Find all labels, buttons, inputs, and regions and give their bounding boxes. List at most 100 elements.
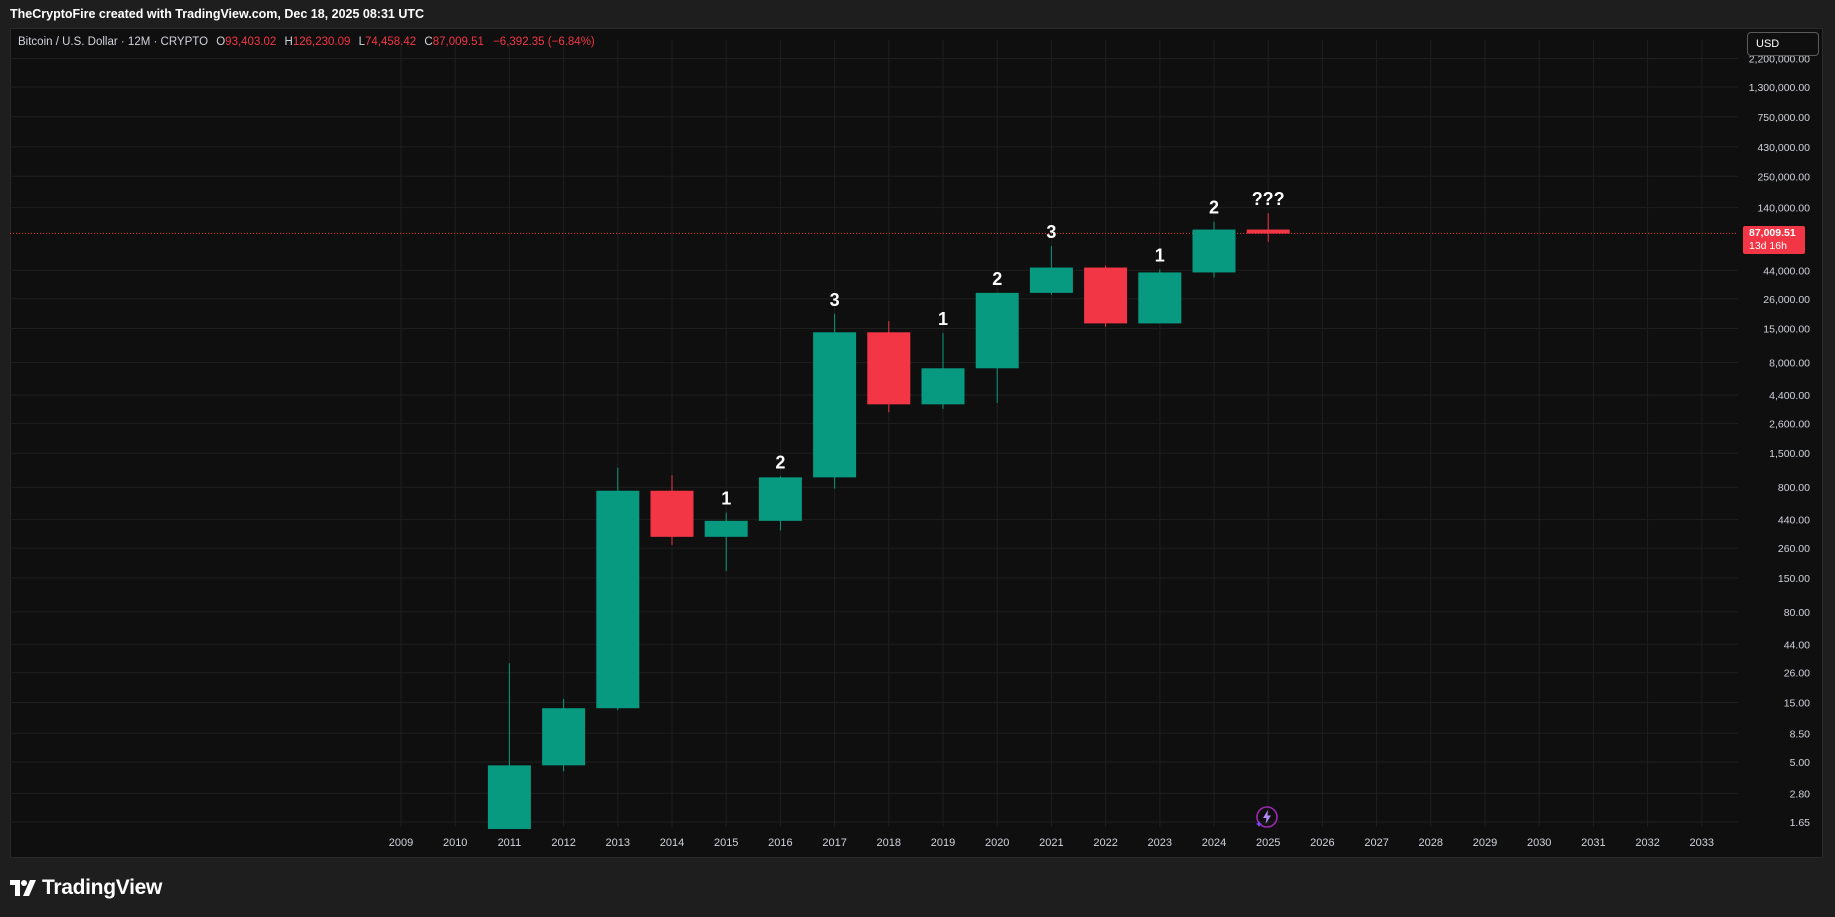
y-tick-label: 430,000.00 [1757,142,1810,154]
candle-body [1029,267,1073,293]
y-tick-label: 15,000.00 [1763,324,1810,336]
candle [758,476,802,531]
candle [921,333,965,409]
close-value: 87,009.51 [432,36,484,48]
y-tick-label: 2,600.00 [1769,418,1810,430]
candle-body [542,708,586,766]
cycle-label: 2 [775,452,785,472]
symbol-title: Bitcoin / U.S. Dollar · 12M · CRYPTO [18,36,209,48]
time-axis: 2009 2010 2011 2012 2013 2014 2015 2016 2017 2018… [389,837,1714,849]
tradingview-logo[interactable]: TradingView [10,876,162,900]
x-tick-label: 2020 [985,837,1009,849]
y-tick-label: 250,000.00 [1757,171,1810,183]
candle-body [596,490,640,709]
candle [867,321,911,413]
y-tick-label: 8,000.00 [1769,358,1810,370]
y-tick-label: 15.00 [1784,698,1810,710]
y-tick-label: 26.00 [1784,668,1810,680]
candle-body [1138,272,1182,324]
cycle-label: 3 [1046,222,1056,242]
change-value: −6,392.35 (−6.84%) [493,36,595,48]
candle-body [975,292,1019,369]
x-tick-label: 2015 [714,837,738,849]
candle [704,512,748,572]
x-tick-label: 2016 [768,837,792,849]
cycle-label: 1 [1155,245,1165,265]
high-value: 126,230.09 [292,36,351,48]
candle-body [1246,229,1290,234]
y-tick-label: 750,000.00 [1757,112,1810,124]
candle [487,663,531,829]
bar-countdown: 13d 16h [1749,240,1787,252]
last-price: 87,009.51 [1749,227,1796,239]
candle-layer [487,213,1290,829]
x-tick-label: 2012 [551,837,575,849]
x-tick-label: 2019 [931,837,955,849]
x-tick-label: 2031 [1581,837,1605,849]
tradingview-logo-text: TradingView [42,876,163,899]
candle [542,699,586,772]
x-tick-label: 2010 [443,837,467,849]
close-label: C [424,36,433,48]
last-price-tag: 87,009.51 13d 16h [1743,226,1805,254]
y-tick-label: 800.00 [1778,482,1810,494]
cycle-label: 3 [830,290,840,310]
candle-body [813,332,857,478]
y-tick-label: 1,300,000.00 [1749,82,1810,94]
candle-body [487,765,531,829]
x-tick-label: 2011 [498,837,522,849]
x-tick-label: 2017 [822,837,846,849]
candle [1084,265,1128,327]
cycle-label: ??? [1252,189,1285,209]
x-tick-label: 2014 [660,837,684,849]
x-tick-label: 2024 [1202,837,1226,849]
currency-button[interactable]: USD [1747,32,1819,56]
candle [1138,269,1182,324]
y-tick-label: 2.80 [1790,788,1811,800]
y-tick-label: 8.50 [1790,728,1811,740]
y-tick-label: 4,400.00 [1769,390,1810,402]
x-tick-label: 2023 [1148,837,1172,849]
y-tick-label: 5.00 [1790,757,1811,769]
y-tick-label: 1,500.00 [1769,448,1810,460]
low-value: 74,458.42 [365,36,417,48]
open-value: 93,403.02 [225,36,277,48]
cycle-label: 2 [1209,198,1219,218]
chart-attribution: TheCryptoFire created with TradingView.c… [0,0,1835,28]
symbol-legend: Bitcoin / U.S. Dollar · 12M · CRYPTO O93… [18,35,595,49]
x-tick-label: 2027 [1364,837,1388,849]
x-tick-label: 2032 [1635,837,1659,849]
x-tick-label: 2028 [1419,837,1443,849]
candle [650,475,694,546]
candle-body [704,520,748,537]
x-tick-label: 2033 [1690,837,1714,849]
label-layer: 1 2 3 1 2 3 1 2??? [721,189,1285,508]
flash-icon[interactable] [1255,805,1279,829]
candle-body [650,490,694,537]
y-tick-label: 1.65 [1790,817,1811,829]
x-tick-label: 2030 [1527,837,1551,849]
y-tick-label: 80.00 [1784,607,1810,619]
x-tick-label: 2009 [389,837,413,849]
candle [596,467,640,711]
candle [1192,221,1236,278]
y-tick-label: 44,000.00 [1763,265,1810,277]
candle [1029,245,1073,295]
y-tick-label: 140,000.00 [1757,203,1810,215]
y-tick-label: 44.00 [1784,639,1810,651]
x-tick-label: 2026 [1310,837,1334,849]
y-tick-label: 440.00 [1778,515,1810,527]
candle-body [758,477,802,521]
x-tick-label: 2021 [1039,837,1063,849]
high-label: H [284,36,293,48]
candle [813,313,857,489]
cycle-label: 1 [938,309,948,329]
y-tick-label: 2,200,000.00 [1749,54,1810,66]
cycle-label: 1 [721,489,731,509]
y-tick-label: 26,000.00 [1763,294,1810,306]
x-tick-label: 2025 [1256,837,1280,849]
candle-body [921,368,965,405]
chart-frame [10,28,1823,858]
footer-bar [0,860,1835,917]
